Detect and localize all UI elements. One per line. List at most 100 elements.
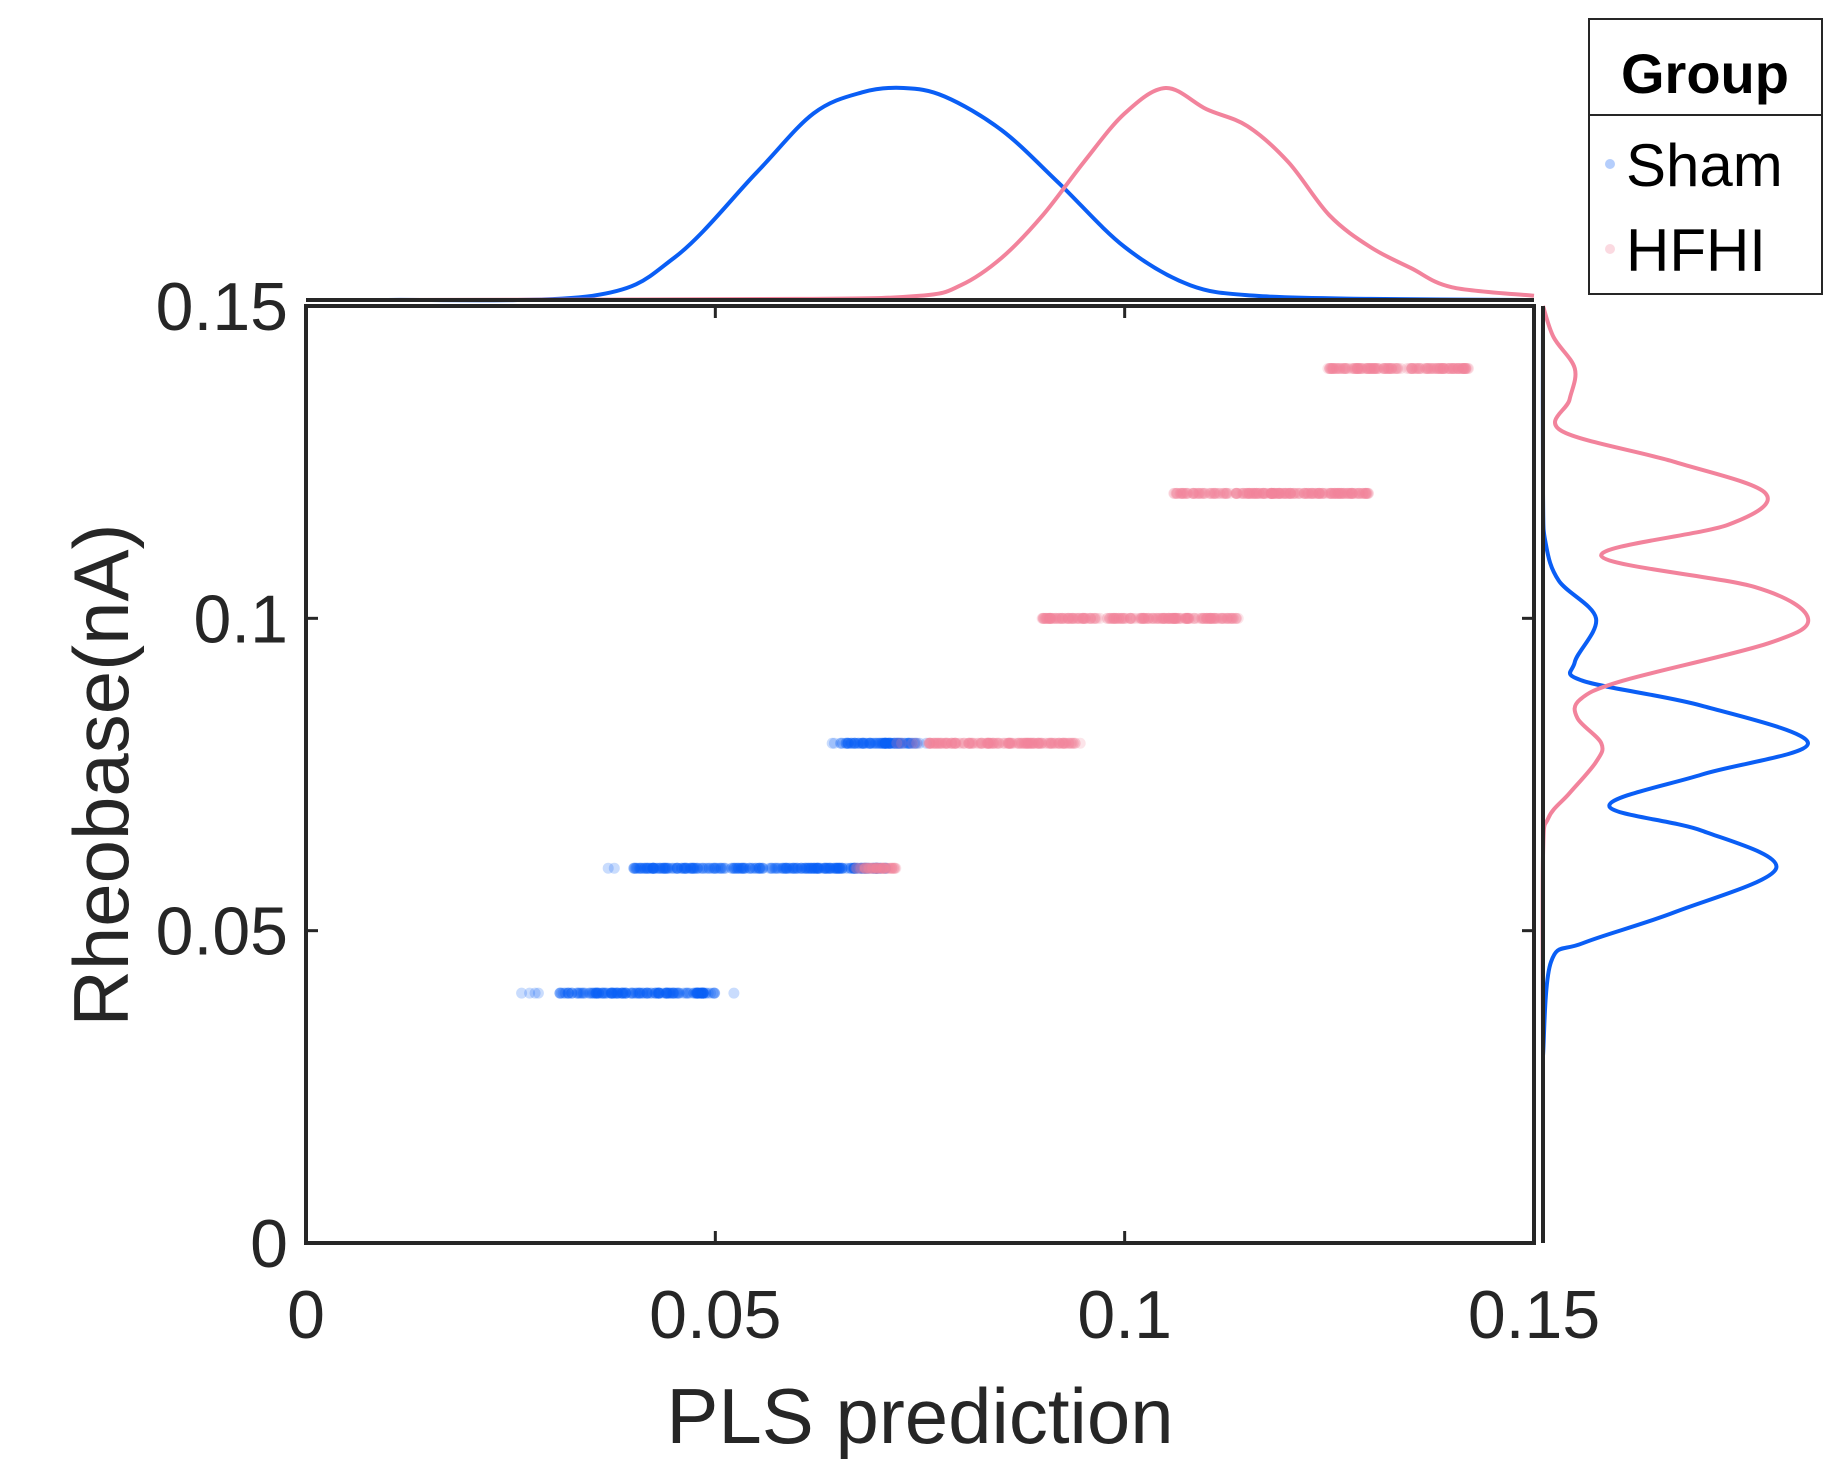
point-hfhi bbox=[1053, 612, 1065, 624]
point-sham bbox=[914, 737, 926, 749]
point-sham bbox=[789, 862, 801, 874]
point-hfhi bbox=[1356, 362, 1368, 374]
point-sham bbox=[617, 987, 629, 999]
point-hfhi bbox=[1274, 487, 1285, 499]
point-hfhi bbox=[875, 862, 886, 874]
point-sham bbox=[703, 862, 715, 874]
point-sham bbox=[836, 862, 847, 874]
point-hfhi bbox=[889, 862, 901, 874]
point-sham bbox=[800, 862, 812, 874]
point-sham bbox=[681, 987, 693, 999]
point-hfhi bbox=[1138, 612, 1150, 624]
point-hfhi bbox=[877, 862, 889, 874]
point-sham bbox=[849, 862, 861, 874]
point-hfhi bbox=[855, 862, 867, 874]
point-hfhi bbox=[1327, 362, 1339, 374]
point-hfhi bbox=[1318, 487, 1330, 499]
point-hfhi bbox=[1434, 362, 1446, 374]
point-sham bbox=[726, 862, 738, 874]
point-hfhi bbox=[1127, 612, 1139, 624]
point-sham bbox=[563, 987, 575, 999]
point-hfhi bbox=[1058, 737, 1070, 749]
point-sham bbox=[814, 862, 826, 874]
point-hfhi bbox=[1208, 487, 1220, 499]
point-sham bbox=[818, 862, 830, 874]
point-sham bbox=[859, 737, 871, 749]
point-hfhi bbox=[1324, 362, 1336, 374]
point-hfhi bbox=[1352, 362, 1364, 374]
point-hfhi bbox=[1323, 487, 1334, 499]
point-sham bbox=[808, 862, 820, 874]
point-hfhi bbox=[1371, 362, 1383, 374]
point-sham bbox=[856, 862, 868, 874]
x-density-sham bbox=[387, 85, 1535, 303]
point-hfhi bbox=[1171, 487, 1183, 499]
point-sham bbox=[879, 737, 891, 749]
point-sham bbox=[680, 862, 692, 874]
point-hfhi bbox=[1065, 737, 1077, 749]
point-sham bbox=[687, 862, 699, 874]
point-hfhi bbox=[1033, 737, 1045, 749]
legend-box bbox=[1588, 18, 1823, 295]
point-hfhi bbox=[1199, 487, 1211, 499]
point-hfhi bbox=[871, 862, 883, 874]
point-hfhi bbox=[1201, 612, 1213, 624]
point-hfhi bbox=[1063, 737, 1075, 749]
point-hfhi bbox=[1016, 737, 1028, 749]
point-hfhi bbox=[1032, 737, 1044, 749]
point-sham bbox=[738, 862, 750, 874]
point-hfhi bbox=[1351, 362, 1363, 374]
point-sham bbox=[884, 737, 896, 749]
point-hfhi bbox=[1053, 612, 1065, 624]
legend-marker-hfhi bbox=[1605, 244, 1615, 254]
point-sham bbox=[827, 862, 839, 874]
point-sham bbox=[605, 987, 617, 999]
point-hfhi bbox=[1196, 612, 1208, 624]
point-sham bbox=[617, 987, 629, 999]
point-hfhi bbox=[1288, 487, 1299, 499]
point-hfhi bbox=[1045, 612, 1056, 624]
point-hfhi bbox=[1025, 737, 1037, 749]
point-hfhi bbox=[1028, 737, 1040, 749]
point-sham bbox=[626, 987, 638, 999]
point-sham bbox=[880, 737, 892, 749]
point-hfhi bbox=[1157, 612, 1169, 624]
point-sham bbox=[845, 862, 857, 874]
point-hfhi bbox=[1316, 487, 1328, 499]
point-sham bbox=[668, 987, 680, 999]
point-sham bbox=[828, 862, 840, 874]
point-hfhi bbox=[1431, 362, 1443, 374]
point-hfhi bbox=[933, 737, 945, 749]
point-hfhi bbox=[1036, 737, 1048, 749]
point-sham bbox=[882, 737, 894, 749]
point-sham bbox=[766, 862, 778, 874]
point-hfhi bbox=[1012, 737, 1024, 749]
point-sham bbox=[606, 987, 618, 999]
point-sham bbox=[901, 737, 913, 749]
point-hfhi bbox=[881, 862, 893, 874]
point-sham bbox=[865, 737, 877, 749]
point-sham bbox=[795, 862, 807, 874]
point-hfhi bbox=[1316, 487, 1328, 499]
point-sham bbox=[865, 862, 877, 874]
legend-entry-hfhi: HFHI bbox=[1626, 217, 1766, 284]
point-hfhi bbox=[1420, 362, 1432, 374]
point-hfhi bbox=[1118, 612, 1130, 624]
point-hfhi bbox=[945, 737, 957, 749]
point-hfhi bbox=[1463, 362, 1474, 374]
point-hfhi bbox=[1175, 612, 1187, 624]
point-sham bbox=[591, 987, 603, 999]
point-sham bbox=[811, 862, 823, 874]
point-hfhi bbox=[1189, 487, 1201, 499]
point-sham bbox=[663, 987, 675, 999]
point-sham bbox=[903, 737, 915, 749]
point-sham bbox=[630, 862, 642, 874]
point-sham bbox=[780, 862, 792, 874]
point-hfhi bbox=[851, 862, 863, 874]
point-sham bbox=[632, 862, 643, 874]
point-sham bbox=[884, 737, 896, 749]
point-sham bbox=[606, 987, 617, 999]
point-hfhi bbox=[963, 737, 975, 749]
point-hfhi bbox=[1271, 487, 1283, 499]
point-hfhi bbox=[1050, 612, 1062, 624]
